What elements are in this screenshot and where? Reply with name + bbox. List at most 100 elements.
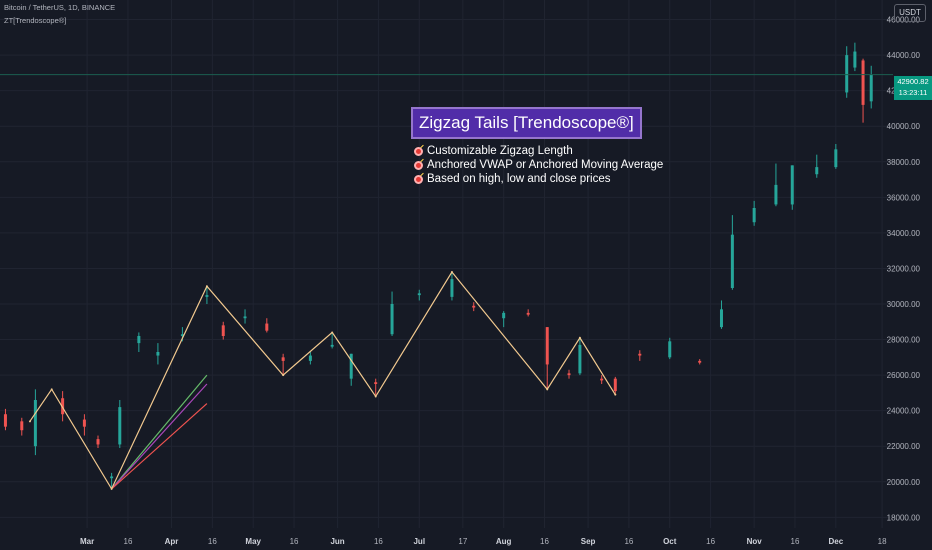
chart-grid (0, 0, 893, 528)
candle-body (205, 295, 209, 297)
candle-body (96, 439, 100, 445)
zigzag-pivot (450, 271, 453, 273)
candle-body (33, 400, 37, 447)
zigzag-pivot (28, 420, 31, 423)
time-tick-label: 16 (791, 537, 800, 546)
zigzag-pivot (578, 336, 581, 339)
time-tick-label: Aug (496, 537, 512, 546)
candle-body (180, 334, 184, 336)
time-tick-label: May (245, 537, 261, 546)
price-tick-label: 28000.00 (887, 336, 921, 345)
time-tick-label: Jul (413, 537, 425, 546)
candle-body (82, 419, 86, 427)
feature-item: Based on high, low and close prices (414, 172, 663, 186)
time-tick-label: 16 (374, 537, 383, 546)
candlesticks (3, 42, 873, 489)
candle-body (118, 407, 122, 445)
price-tick-label: 26000.00 (887, 371, 921, 380)
candle-body (719, 309, 723, 328)
zigzag-pivot (614, 393, 617, 396)
candle-body (502, 312, 506, 319)
time-tick-label: 16 (290, 537, 299, 546)
candle-body (774, 184, 778, 205)
time-tick-label: 16 (706, 537, 715, 546)
last-price-tag: 42900.82 13:23:11 (894, 76, 932, 100)
candle-body (417, 293, 421, 296)
price-tick-label: 32000.00 (887, 264, 921, 273)
candle-body (472, 305, 476, 308)
feature-text: Anchored VWAP or Anchored Moving Average (427, 159, 664, 171)
candle-body (600, 378, 604, 381)
candle-body (281, 357, 285, 361)
candle-body (221, 325, 225, 336)
indicator-banner: Zigzag Tails [Trendoscope®] (411, 107, 642, 139)
time-tick-label: Apr (165, 537, 179, 546)
dart-icon (414, 160, 423, 170)
time-tick-label: 17 (458, 537, 467, 546)
candle-body (308, 355, 312, 361)
price-tick-label: 30000.00 (887, 300, 921, 309)
candle-body (853, 51, 857, 68)
candle-body (790, 165, 794, 205)
zigzag-pivot (374, 395, 377, 398)
dart-icon (414, 146, 423, 156)
candle-body (450, 279, 454, 297)
time-axis[interactable]: Mar 16 Apr 16 May 16 Jun 16 Jul 17 Aug 16 Sep 16 Oct 16… (80, 537, 887, 546)
tail-low-line (111, 403, 208, 490)
candle-body (20, 421, 24, 431)
zigzag-pivot (205, 285, 208, 288)
candle-body (815, 167, 819, 175)
zigzag-pivot (331, 331, 334, 334)
last-price-value: 42900.82 (897, 77, 929, 86)
feature-text: Customizable Zigzag Length (427, 145, 573, 157)
price-tick-label: 44000.00 (887, 51, 921, 60)
candle-body (374, 382, 378, 384)
price-tick-label: 18000.00 (887, 513, 921, 522)
candle-body (265, 323, 269, 331)
time-tick-label: Oct (663, 537, 677, 546)
candle-body (545, 327, 549, 365)
price-tick-label: 46000.00 (887, 16, 921, 25)
candle-body (578, 344, 582, 374)
candle-body (869, 74, 873, 102)
candle-body (834, 149, 838, 168)
zigzag-tails (111, 374, 208, 490)
time-tick-label: 16 (624, 537, 633, 546)
candle-body (137, 336, 141, 344)
candle-body (668, 341, 672, 358)
candle-body (567, 373, 571, 376)
feature-item: Customizable Zigzag Length (414, 144, 663, 158)
price-tick-label: 22000.00 (887, 442, 921, 451)
price-tick-label: 36000.00 (887, 193, 921, 202)
zigzag-line (28, 270, 617, 491)
candle-body (243, 316, 247, 319)
time-tick-label: Jun (330, 537, 344, 546)
feature-item: Anchored VWAP or Anchored Moving Average (414, 158, 663, 172)
candle-body (861, 60, 865, 105)
time-tick-label: 16 (540, 537, 549, 546)
feature-list: Customizable Zigzag Length Anchored VWAP… (414, 144, 663, 186)
time-tick-label: 16 (208, 537, 217, 546)
candle-body (330, 344, 334, 347)
tail-high-line (111, 374, 208, 490)
time-tick-label: Dec (828, 537, 843, 546)
candle-body (845, 55, 849, 93)
currency-button[interactable]: USDT (894, 4, 926, 22)
candle-body (638, 353, 642, 356)
price-tick-label: 34000.00 (887, 229, 921, 238)
candle-body (613, 378, 617, 392)
zigzag-pivot (546, 388, 549, 391)
candle-body (390, 304, 394, 335)
candle-body (3, 414, 7, 427)
candle-body (349, 353, 353, 379)
time-tick-label: Nov (747, 537, 763, 546)
indicator-title[interactable]: ZT[Trendoscope®] (4, 16, 67, 25)
bar-countdown: 13:23:11 (898, 88, 928, 97)
candle-body (110, 476, 114, 479)
time-tick-label: 16 (124, 537, 133, 546)
price-tick-label: 20000.00 (887, 478, 921, 487)
zigzag-pivot (110, 487, 113, 490)
tail-mid-line (111, 383, 208, 490)
